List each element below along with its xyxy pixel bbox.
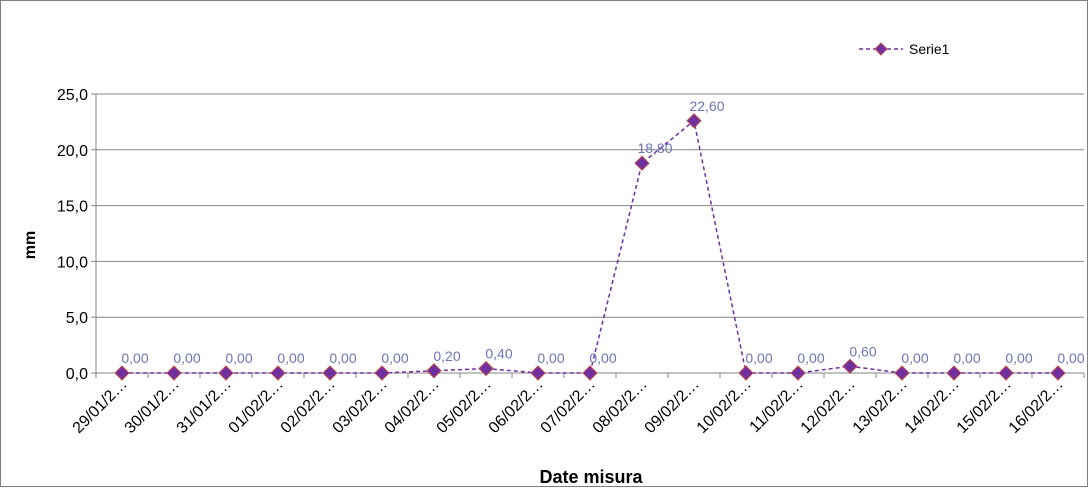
y-tick-label: 20,0: [57, 143, 88, 160]
data-label: 0,00: [901, 350, 928, 366]
data-label: 0,00: [1057, 350, 1084, 366]
x-tick-label: 13/02/2…: [850, 376, 911, 437]
x-tick-label: 10/02/2…: [694, 376, 755, 437]
legend-marker-swatch: [874, 42, 888, 56]
y-tick-labels: 0,0 5,0 10,0 15,0 20,0 25,0: [57, 87, 88, 383]
y-tick-label: 25,0: [57, 87, 88, 104]
y-tick-label: 10,0: [57, 254, 88, 271]
data-point: [114, 365, 130, 381]
y-tick-label: 15,0: [57, 199, 88, 216]
x-tick-labels: 29/01/2…30/01/2…31/01/2…01/02/2…02/02/2……: [70, 376, 1067, 437]
data-point: [218, 365, 234, 381]
data-label: 0,00: [121, 350, 148, 366]
data-label: 0,00: [1005, 350, 1032, 366]
x-tick-label: 09/02/2…: [642, 376, 703, 437]
data-label: 22,60: [689, 98, 724, 114]
data-point: [322, 365, 338, 381]
data-label: 0,00: [225, 350, 252, 366]
data-labels: 0,00 0,00 0,00 0,00 0,00 0,00 0,20 0,40 0,00 0,00…: [121, 98, 1084, 366]
x-tick-label: 03/02/2…: [330, 376, 391, 437]
x-tick-label: 04/02/2…: [382, 376, 443, 437]
data-point: [686, 113, 702, 129]
data-point: [894, 365, 910, 381]
data-point: [1050, 365, 1066, 381]
data-label: 0,20: [433, 348, 460, 364]
y-tick-label: 5,0: [66, 310, 88, 327]
data-point: [582, 365, 598, 381]
data-point: [998, 365, 1014, 381]
data-label: 0,00: [797, 350, 824, 366]
x-tick-label: 31/01/2…: [174, 376, 235, 437]
data-label: 0,00: [589, 350, 616, 366]
x-tick-label: 14/02/2…: [902, 376, 963, 437]
data-point: [374, 365, 390, 381]
data-label: 0,00: [277, 350, 304, 366]
legend: Serie1: [859, 41, 950, 57]
data-point: [634, 155, 650, 171]
data-point: [842, 358, 858, 375]
x-tick-label: 08/02/2…: [590, 376, 651, 437]
series-line-serie1: [122, 119, 1058, 374]
x-tick-label: 01/02/2…: [226, 376, 287, 437]
x-tick-label: 16/02/2…: [1006, 376, 1067, 437]
x-tick-label: 02/02/2…: [278, 376, 339, 437]
y-axis-title: mm: [22, 231, 39, 259]
data-label: 0,00: [329, 350, 356, 366]
data-point: [426, 363, 442, 379]
gridlines: [96, 93, 1084, 318]
x-tick-label: 05/02/2…: [434, 376, 495, 437]
data-point: [478, 360, 494, 377]
y-tick-label: 0,0: [66, 366, 88, 383]
data-label: 0,00: [745, 350, 772, 366]
data-label: 0,00: [537, 350, 564, 366]
x-tick-label: 11/02/2…: [747, 376, 807, 436]
x-tick-label: 07/02/2…: [538, 376, 599, 437]
data-label: 0,00: [953, 350, 980, 366]
data-label: 18,80: [637, 140, 672, 156]
axes: [91, 93, 1085, 378]
x-tick-label: 12/02/2…: [798, 376, 859, 437]
legend-label-serie1: Serie1: [909, 41, 950, 57]
x-tick-label: 30/01/2…: [122, 376, 183, 437]
data-label: 0,00: [381, 350, 408, 366]
x-tick-label: 15/02/2…: [954, 376, 1015, 437]
x-tick-label: 29/01/2…: [70, 376, 131, 437]
x-tick-label: 06/02/2…: [486, 376, 547, 437]
data-point: [270, 365, 286, 381]
data-point: [530, 365, 546, 381]
x-axis-title: Date misura: [539, 467, 643, 487]
data-point: [946, 365, 962, 381]
data-label: 0,60: [849, 343, 876, 359]
data-label: 0,00: [173, 350, 200, 366]
series-serie1: [114, 113, 1066, 381]
data-point: [790, 365, 806, 381]
data-label: 0,40: [485, 346, 512, 362]
data-point: [166, 365, 182, 381]
data-point: [738, 365, 754, 381]
